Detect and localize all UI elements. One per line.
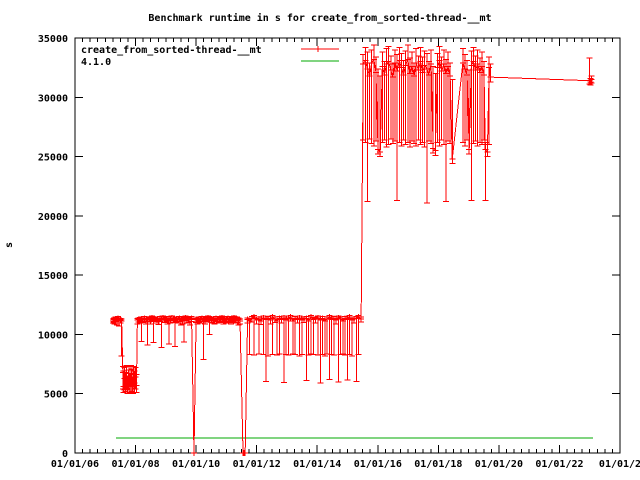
x-tick-label: 01/01/20 — [475, 459, 523, 470]
y-tick-label: 15000 — [38, 271, 68, 282]
y-tick-label: 20000 — [38, 212, 68, 223]
x-tick-labels: 01/01/06 01/01/08 01/01/10 01/01/12 01/01/14… — [51, 459, 640, 470]
legend-sample-runtime-series — [301, 46, 339, 52]
y-tick-label: 35000 — [38, 34, 68, 45]
y-tick-labels: 0 5000 10000 15000 20000 25000 30000 35000 — [38, 34, 68, 460]
tick-marks — [74, 37, 621, 454]
y-tick-label: 5000 — [44, 390, 68, 401]
y-tick-label: 10000 — [38, 330, 68, 341]
runtime-series-errorbars — [109, 44, 595, 395]
y-tick-label: 0 — [62, 449, 68, 460]
legend-runtime-sample-line — [301, 46, 339, 52]
x-tick-label: 01/01/08 — [111, 459, 159, 470]
legend: create_from_sorted-thread-__mt 4.1.0 — [81, 45, 339, 68]
axis-ticks — [74, 37, 621, 454]
x-tick-label: 01/01/22 — [535, 459, 583, 470]
chart-title: Benchmark runtime in s for create_from_s… — [148, 12, 491, 24]
runtime-series-line — [112, 57, 593, 454]
y-tick-label: 25000 — [38, 153, 68, 164]
data-series — [109, 44, 595, 456]
x-tick-label: 01/01/18 — [414, 459, 462, 470]
x-tick-label: 01/01/06 — [51, 459, 99, 470]
plot-frame — [74, 37, 621, 454]
y-tick-label: 30000 — [38, 93, 68, 104]
legend-label-baseline: 4.1.0 — [81, 57, 111, 68]
x-tick-label: 01/01/10 — [172, 459, 220, 470]
runtime-series-markers — [109, 56, 595, 456]
x-tick-label: 01/01/14 — [293, 459, 341, 470]
x-tick-label: 01/01/12 — [233, 459, 281, 470]
legend-label-runtime-series: create_from_sorted-thread-__mt — [81, 45, 262, 56]
x-tick-label: 01/01/16 — [354, 459, 402, 470]
y-axis-label: s — [4, 242, 15, 248]
x-tick-label: 01/01/2 — [599, 459, 640, 470]
